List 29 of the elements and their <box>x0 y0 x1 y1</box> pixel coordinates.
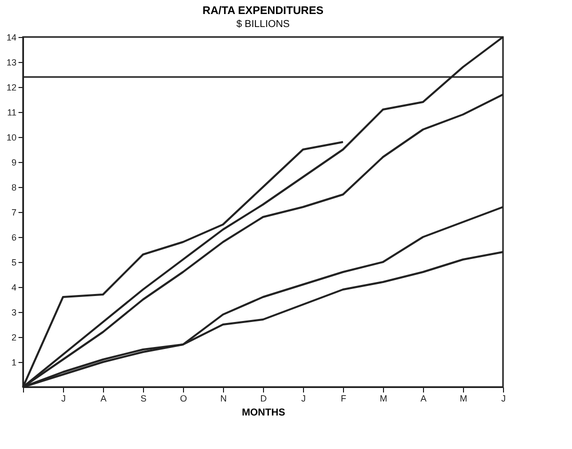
x-tick-label: J <box>61 394 66 404</box>
x-tick-label: A <box>100 394 107 404</box>
y-tick-label: 5 <box>11 258 16 268</box>
y-tick-label: 1 <box>11 358 16 368</box>
x-tick-label: A <box>420 394 427 404</box>
x-tick-label: M <box>380 394 388 404</box>
y-tick-label: 8 <box>11 182 16 192</box>
x-tick-label: M <box>460 394 468 404</box>
y-axis-title: $ BILLIONS <box>236 19 290 30</box>
y-tick-label: 6 <box>11 232 16 242</box>
x-tick-label: O <box>180 394 188 404</box>
y-tick-label: 10 <box>6 132 16 142</box>
x-tick-label: N <box>220 394 227 404</box>
x-axis-title: MONTHS <box>242 408 286 418</box>
y-tick-label: 3 <box>11 308 16 318</box>
x-tick-label: D <box>260 394 268 404</box>
y-tick-label: 13 <box>6 58 16 68</box>
chart-title: RA/TA EXPENDITURES <box>202 5 324 17</box>
y-tick-label: 7 <box>11 208 16 218</box>
y-tick-label: 11 <box>7 108 16 118</box>
y-tick-label: 9 <box>11 158 16 168</box>
x-tick-label: J <box>301 394 306 404</box>
y-tick-label: 12 <box>6 82 16 92</box>
x-tick-label: S <box>140 394 147 404</box>
y-tick-label: 2 <box>11 332 16 342</box>
y-tick-label: 4 <box>11 282 16 292</box>
x-tick-label: J <box>501 394 506 404</box>
x-tick-label: F <box>340 394 347 404</box>
y-tick-label: 14 <box>6 32 16 42</box>
